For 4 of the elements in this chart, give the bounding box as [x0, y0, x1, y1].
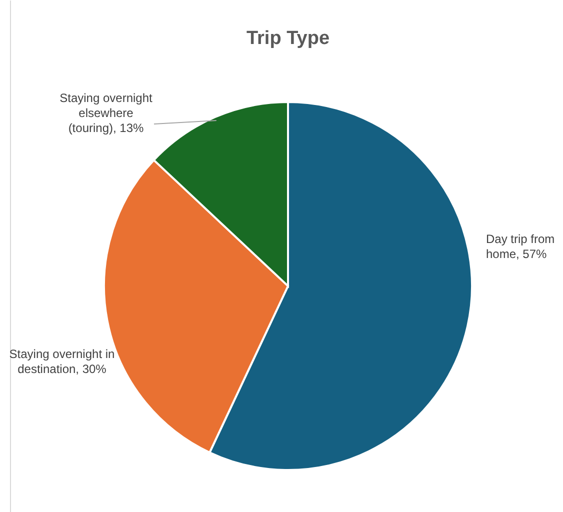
slice-label: Day trip from home, 57% [486, 232, 555, 261]
chart-title: Trip Type [246, 28, 330, 49]
slice-label: Staying overnight in destination, 30% [9, 347, 115, 376]
slice-label: Staying overnight elsewhere (touring), 13% [60, 91, 154, 135]
